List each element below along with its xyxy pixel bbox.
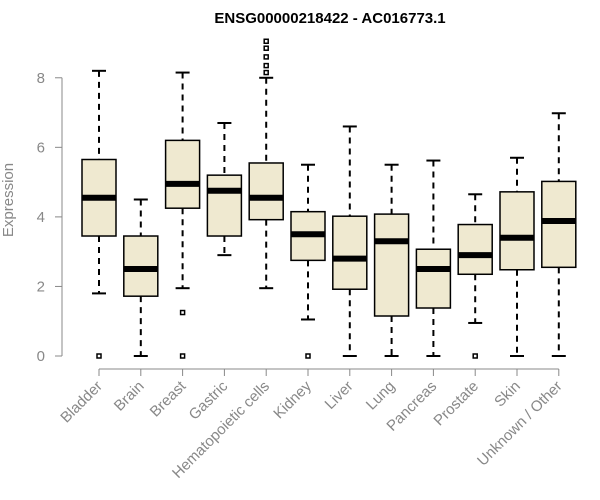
y-tick-label: 4 <box>37 209 45 226</box>
box-group <box>373 163 410 357</box>
outlier-point <box>472 353 478 359</box>
iqr-box <box>457 223 493 276</box>
box-group <box>541 112 577 357</box>
iqr-box <box>373 213 410 317</box>
y-tick-label: 2 <box>37 278 45 295</box>
x-tick-label: Skin <box>491 378 524 411</box>
box-group <box>499 156 535 357</box>
y-tick-label: 8 <box>37 70 45 87</box>
outlier-point <box>263 69 269 76</box>
iqr-box <box>332 215 368 290</box>
box-group <box>415 159 452 357</box>
chart-title: ENSG00000218422 - AC016773.1 <box>214 10 445 27</box>
iqr-box <box>499 191 535 271</box>
y-tick-label: 6 <box>37 139 45 156</box>
iqr-box <box>164 139 201 209</box>
box-group <box>248 38 284 290</box>
box-group <box>123 198 159 357</box>
x-tick-label: Breast <box>147 377 190 420</box>
x-tick-label: Bladder <box>57 378 106 427</box>
iqr-box <box>415 248 452 309</box>
box-group <box>457 193 493 359</box>
outlier-point <box>96 353 102 359</box>
iqr-box <box>206 174 243 237</box>
outlier-point <box>305 353 311 359</box>
x-tick-label: Lung <box>363 378 399 414</box>
x-tick-label: Prostate <box>430 378 482 430</box>
box-group <box>206 121 243 257</box>
outlier-point <box>263 62 269 69</box>
iqr-box <box>248 162 284 221</box>
box-group <box>81 69 117 359</box>
outlier-point <box>263 54 269 60</box>
x-tick-label: Liver <box>322 378 357 413</box>
box-group <box>290 163 326 359</box>
outlier-point <box>263 38 269 45</box>
iqr-box <box>541 180 577 269</box>
y-tick-label: 0 <box>37 348 45 365</box>
box-group <box>332 125 368 357</box>
outlier-point <box>263 45 269 51</box>
outlier-point <box>179 353 186 359</box>
x-tick-label: Kidney <box>270 377 315 422</box>
y-axis-label: Expression <box>0 163 17 237</box>
x-tick-label: Brain <box>111 378 148 415</box>
box-group <box>164 71 201 359</box>
outlier-point <box>179 309 186 316</box>
plot-area <box>81 38 577 359</box>
y-axis: 0 2 4 6 8 <box>37 70 63 365</box>
